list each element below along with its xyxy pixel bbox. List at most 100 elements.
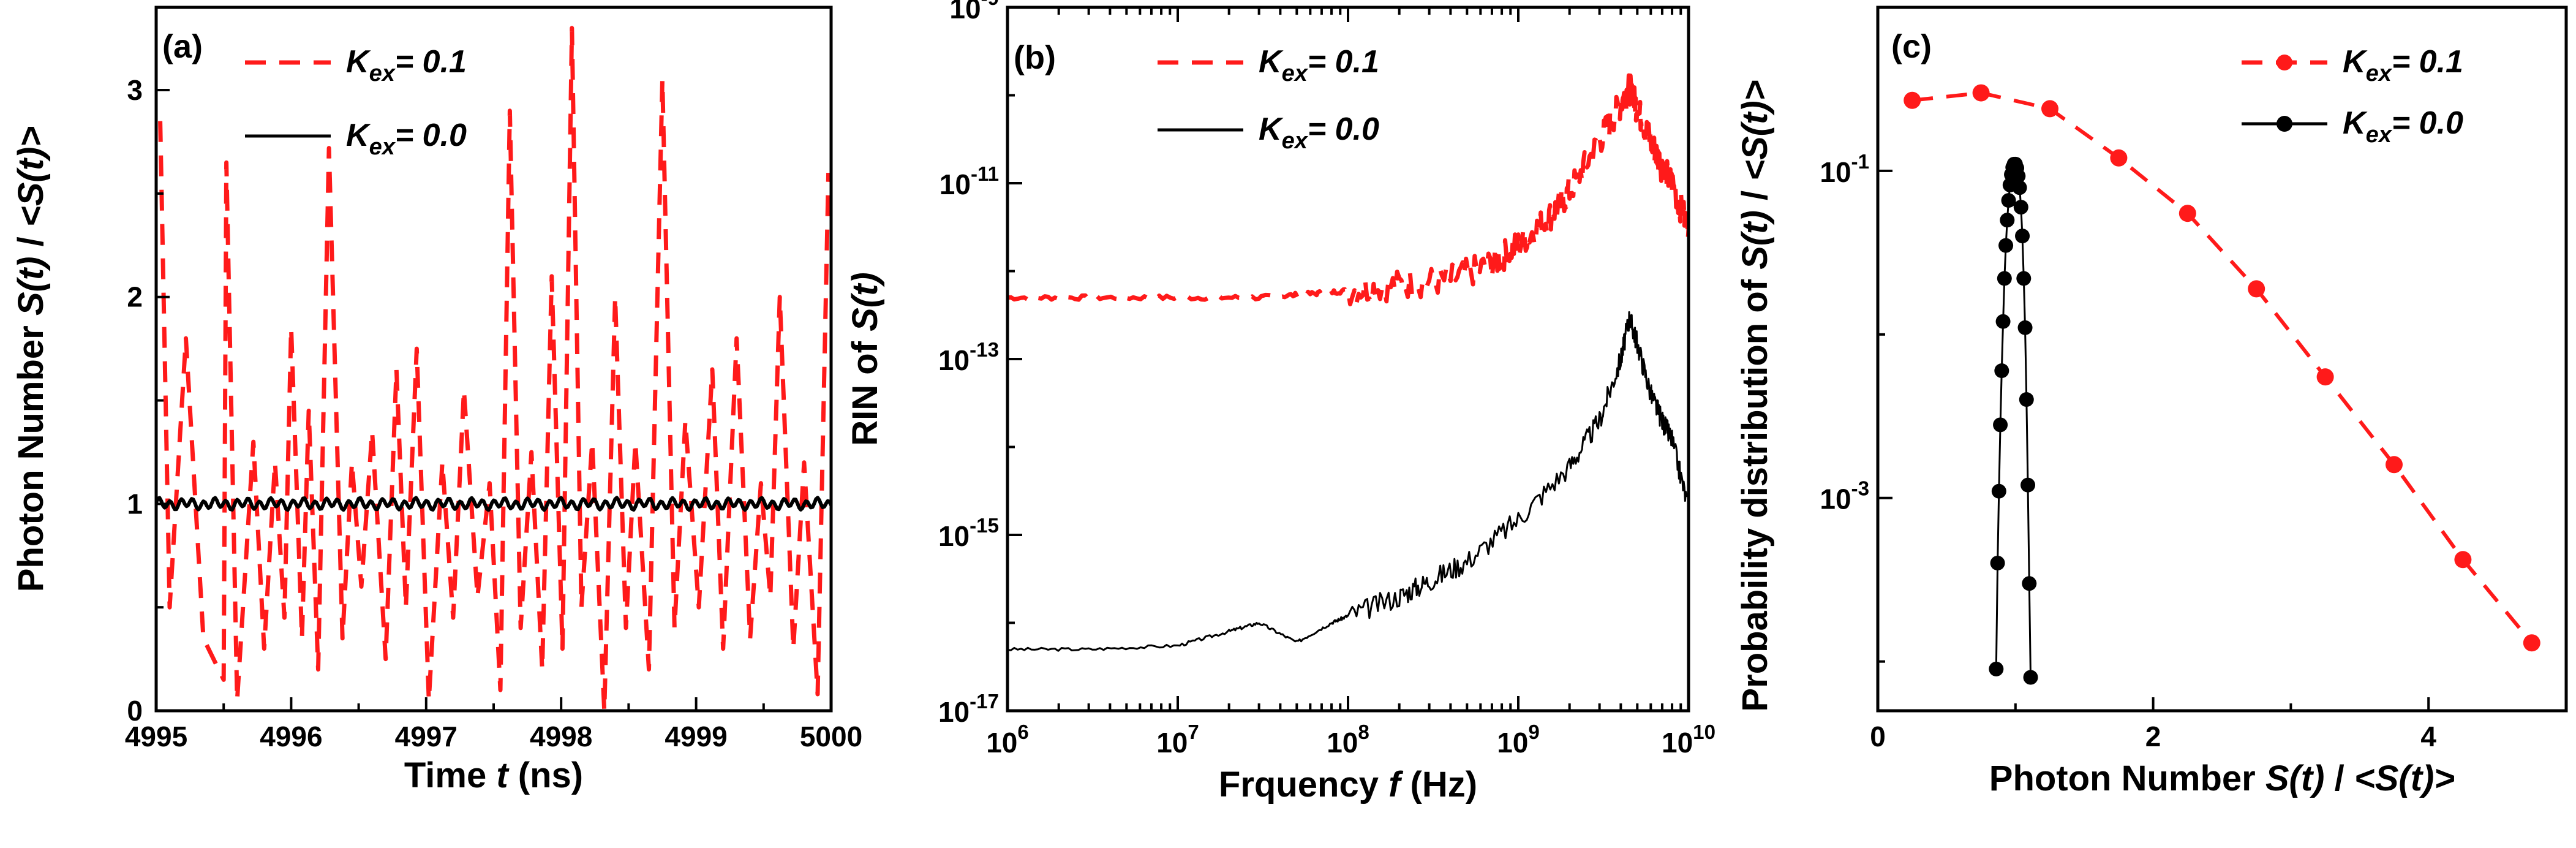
x-axis-title-c-part: / <box>2325 759 2354 798</box>
panel-a-frame <box>154 6 833 713</box>
black-marker <box>2012 180 2027 195</box>
series-red-dashed <box>158 26 831 711</box>
tick-base: 10 <box>938 344 970 376</box>
legend-entry: Kex= 0.1 <box>245 44 467 86</box>
x-tick-label: 5000 <box>800 721 862 752</box>
tick-exponent: 8 <box>1358 721 1369 744</box>
black-marker <box>1991 483 2006 499</box>
panel-c-frame <box>1876 6 2568 713</box>
x-axis-title-a: Time t (ns) <box>404 755 583 795</box>
x-axis-title-c-part: <S(t)> <box>2354 759 2455 798</box>
y-axis-title-b-part: S(t) <box>845 272 885 331</box>
x-axis-title-c: Photon Number S(t) / <S(t)> <box>1989 759 2455 798</box>
x-tick-label: 4 <box>2420 721 2436 752</box>
legend-subscript: ex <box>369 134 396 160</box>
tick-base: 10 <box>1820 156 1851 188</box>
red-marker <box>2041 100 2058 118</box>
red-marker <box>2523 634 2540 652</box>
x-axis-title-a-part: Time <box>404 755 496 795</box>
x-tick-label: 4995 <box>125 721 187 752</box>
x-axis-title-b-part: (Hz) <box>1400 765 1477 804</box>
tick-exponent: -17 <box>970 691 999 713</box>
panel-label-a: (a) <box>162 28 203 65</box>
legend-symbol: K <box>346 118 371 153</box>
x-tick-label: 4996 <box>260 721 322 752</box>
y-axis-title-c-part: Probability distribution of <box>1735 270 1775 712</box>
tick-base: 10 <box>940 168 971 200</box>
y-axis-title-a-part: Photon Number <box>11 316 51 592</box>
tick-base: 10 <box>938 696 970 728</box>
black-marker <box>2001 193 2016 208</box>
black-marker <box>1997 271 2012 286</box>
black-marker <box>2021 477 2036 493</box>
red-marker <box>1904 91 1921 109</box>
x-axis-title-c-part: Photon Number <box>1989 759 2265 798</box>
black-marker <box>2011 168 2026 184</box>
black-marker <box>1995 314 2011 329</box>
black-marker <box>2000 213 2015 228</box>
legend-symbol: K <box>2343 44 2368 80</box>
y-axis-title-c-part: S(t) <box>1735 210 1775 270</box>
legend-entry: Kex= 0.1 <box>2242 44 2463 86</box>
y-tick-label: 2 <box>127 281 143 313</box>
y-axis-title-b: RIN of S(t) <box>845 272 885 446</box>
x-tick-label: 108 <box>1327 721 1369 759</box>
black-marker <box>1990 555 2005 570</box>
tick-base: 10 <box>1820 483 1851 515</box>
y-tick-label: 10-1 <box>1820 151 1869 188</box>
x-axis-title-c-part: S(t) <box>2265 759 2325 798</box>
tick-exponent: -3 <box>1851 478 1869 501</box>
black-marker <box>2023 670 2038 685</box>
panel-label-c: (c) <box>1891 28 1932 65</box>
y-axis-title-a-part: / <box>11 227 51 256</box>
tick-base: 10 <box>1156 727 1188 759</box>
legend-value: = 0.1 <box>395 44 467 80</box>
red-marker <box>2316 368 2334 386</box>
tick-exponent: -1 <box>1851 151 1869 173</box>
tick-base: 10 <box>1327 727 1358 759</box>
legend-label: Kex= 0.0 <box>346 118 467 160</box>
red-marker <box>2454 551 2472 569</box>
legend-value: = 0.1 <box>1308 44 1379 80</box>
x-axis-title-b: Frquency f (Hz) <box>1219 765 1477 804</box>
black-marker <box>2013 200 2028 215</box>
tick-exponent: -15 <box>970 515 999 537</box>
y-axis-title-b-part: RIN of <box>845 331 885 446</box>
tick-base: 10 <box>938 520 970 552</box>
black-marker <box>2019 392 2034 407</box>
legend-label: Kex= 0.1 <box>2343 44 2463 86</box>
tick-exponent: -13 <box>970 339 999 362</box>
x-axis-title-b-part: Frquency <box>1219 765 1388 804</box>
legend-marker <box>2277 55 2292 70</box>
series-red-dashed <box>1911 91 2534 645</box>
x-tick-label: 1010 <box>1662 721 1715 759</box>
legend-label: Kex= 0.1 <box>346 44 467 86</box>
legend-entry: Kex= 0.0 <box>1158 112 1379 154</box>
legend-marker <box>2277 116 2292 132</box>
legend-subscript: ex <box>1282 61 1309 86</box>
black-marker <box>1994 363 2009 379</box>
y-tick-label: 10-13 <box>938 339 999 376</box>
legend-entry: Kex= 0.1 <box>1158 44 1379 86</box>
x-tick-label: 4999 <box>665 721 727 752</box>
y-tick-label: 10-17 <box>938 691 999 728</box>
y-axis-title-a: Photon Number S(t) / <S(t)> <box>11 126 51 592</box>
y-axis-title-a-part: <S(t)> <box>11 126 51 227</box>
legend-symbol: K <box>2343 105 2368 141</box>
legend-symbol: K <box>346 44 371 80</box>
red-marker <box>2179 205 2196 222</box>
legend-subscript: ex <box>369 61 396 86</box>
tick-exponent: 6 <box>1017 721 1028 744</box>
black-marker <box>2022 576 2037 591</box>
red-marker <box>2110 149 2128 167</box>
series-red-dashed <box>1007 73 1689 306</box>
legend-label: Kex= 0.0 <box>2343 105 2463 148</box>
y-tick-label: 10-11 <box>940 163 999 200</box>
legend-entry: Kex= 0.0 <box>2242 105 2463 148</box>
tick-exponent: 9 <box>1528 721 1539 744</box>
legend-entry: Kex= 0.0 <box>245 118 467 160</box>
y-tick-label: 10-3 <box>1820 478 1869 515</box>
legend-value: = 0.1 <box>2392 44 2463 80</box>
x-tick-label: 4997 <box>395 721 458 752</box>
x-tick-label: 107 <box>1156 721 1199 759</box>
